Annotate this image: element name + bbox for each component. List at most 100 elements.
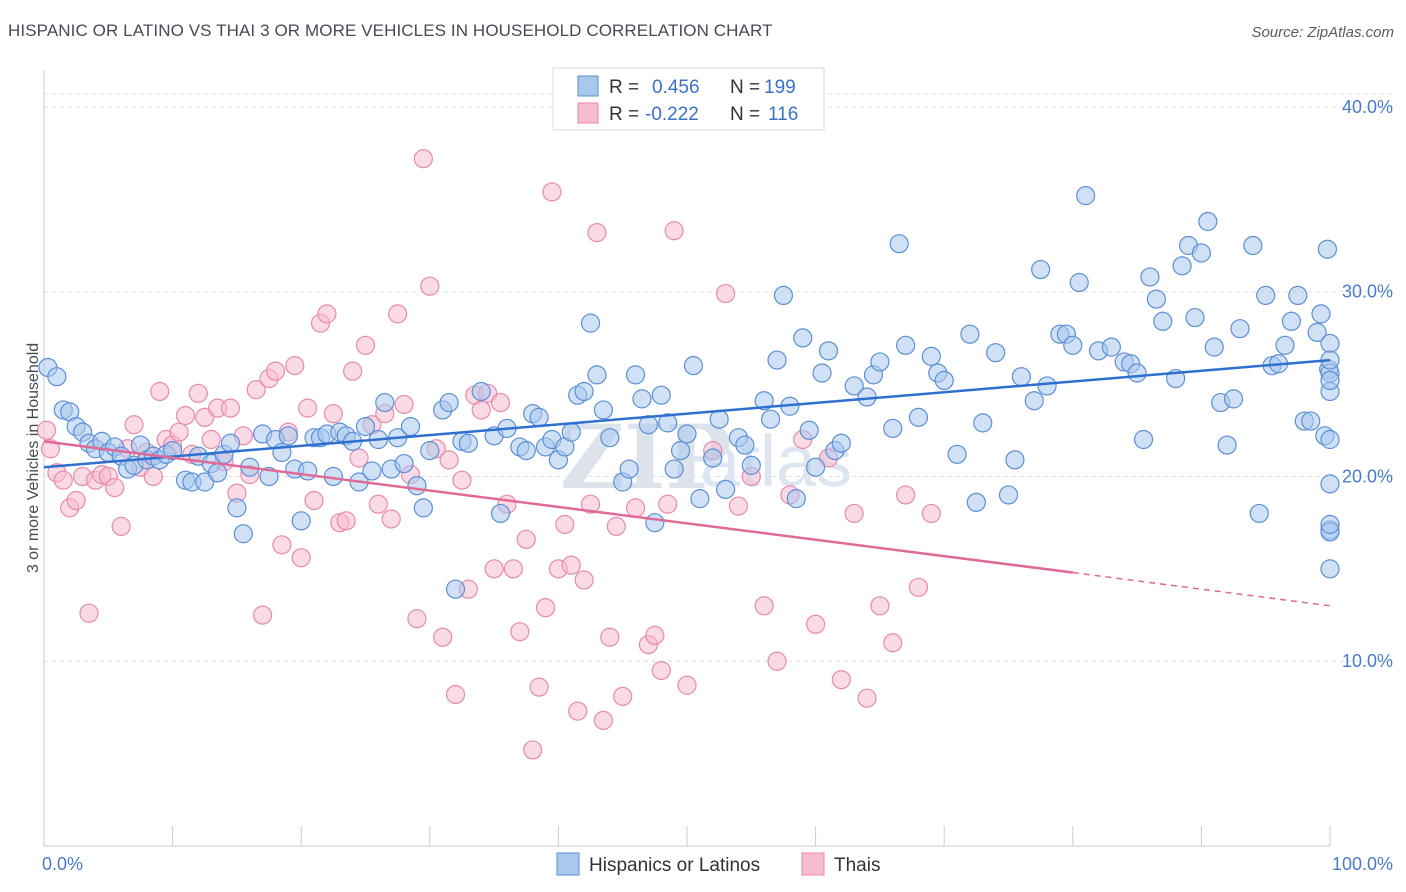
y-tick-labels: 10.0% 20.0% 30.0% 40.0% xyxy=(1342,97,1393,671)
thais-point-90 xyxy=(613,686,633,706)
thais-point-29 xyxy=(220,398,241,418)
thais-point-65 xyxy=(452,470,472,490)
hispanics-point-87 xyxy=(645,513,665,533)
hispanics-point-162 xyxy=(1249,503,1269,524)
hispanics-point-129 xyxy=(986,343,1006,363)
thais-point-55 xyxy=(388,304,408,324)
thais-point-108 xyxy=(831,670,851,690)
hispanics-point-85 xyxy=(632,389,652,409)
thais-point-40 xyxy=(291,548,311,568)
thais-point-36 xyxy=(265,361,286,381)
hispanics-point-90 xyxy=(664,459,684,479)
hispanics-point-172 xyxy=(1311,304,1331,324)
thais-point-44 xyxy=(317,304,337,324)
thais-point-5 xyxy=(66,490,86,511)
thais-point-33 xyxy=(246,380,266,400)
hispanics-point-124 xyxy=(934,370,954,390)
hispanics-point-75 xyxy=(561,422,581,442)
thais-point-41 xyxy=(298,398,318,418)
hispanics-point-78 xyxy=(580,313,601,333)
thais-point-11 xyxy=(105,477,125,498)
chart-title: HISPANIC OR LATINO VS THAI 3 OR MORE VEH… xyxy=(8,21,773,40)
trend-line-hispanics xyxy=(43,358,1331,469)
hispanics-point-89 xyxy=(658,413,678,433)
hispanics-point-154 xyxy=(1191,243,1212,263)
hispanics-point-140 xyxy=(1076,186,1096,206)
hispanics-point-131 xyxy=(1005,450,1025,470)
hispanics-point-88 xyxy=(651,385,671,405)
thais-point-21 xyxy=(169,422,189,442)
y-axis-label: 3 or more Vehicles in Household xyxy=(25,343,42,573)
thais-point-81 xyxy=(555,514,575,535)
hispanics-point-132 xyxy=(1011,367,1031,387)
y-tick-label-30: 30.0% xyxy=(1342,282,1393,302)
hispanics-point-184 xyxy=(1320,559,1340,579)
thais-point-42 xyxy=(304,490,324,511)
hispanics-point-48 xyxy=(362,461,382,481)
thais-point-18 xyxy=(150,381,170,402)
thais-point-75 xyxy=(516,529,536,549)
legend-r-label-pink: R = xyxy=(609,104,639,125)
hispanics-point-174 xyxy=(1317,239,1338,259)
y-tick-label-40: 40.0% xyxy=(1342,97,1393,117)
thais-point-62 xyxy=(433,627,453,647)
thais-point-89 xyxy=(606,516,626,536)
thais-point-84 xyxy=(574,570,594,590)
thais-point-24 xyxy=(188,383,208,403)
hispanics-point-54 xyxy=(400,416,421,437)
hispanics-point-159 xyxy=(1223,389,1244,409)
thais-point-73 xyxy=(503,559,523,579)
thais-point-96 xyxy=(664,221,684,241)
thais-point-79 xyxy=(542,182,562,202)
hispanics-point-117 xyxy=(870,352,890,372)
hispanics-point-38 xyxy=(298,461,318,481)
thais-point-14 xyxy=(124,415,144,435)
series-hispanics-points xyxy=(38,186,1340,599)
thais-point-39 xyxy=(285,356,305,376)
hispanics-point-170 xyxy=(1301,411,1321,431)
hispanics-point-102 xyxy=(760,409,781,429)
bottom-legend: Hispanics or Latinos Thais xyxy=(556,852,880,876)
trend-line-thais-extension xyxy=(1072,571,1331,607)
thais-point-22 xyxy=(175,405,196,426)
hispanics-point-70 xyxy=(529,407,549,427)
hispanics-point-114 xyxy=(844,376,864,396)
hispanics-point-156 xyxy=(1204,337,1224,357)
hispanics-point-57 xyxy=(420,441,440,461)
hispanics-point-29 xyxy=(233,524,253,544)
hispanics-point-160 xyxy=(1230,319,1250,339)
thais-point-112 xyxy=(883,633,903,653)
legend-swatch-blue xyxy=(577,75,599,97)
thais-point-87 xyxy=(593,710,614,730)
hispanics-point-130 xyxy=(998,485,1019,505)
thais-point-70 xyxy=(484,559,504,579)
hispanics-point-50 xyxy=(375,392,395,413)
thais-point-50 xyxy=(355,335,376,355)
hispanics-point-92 xyxy=(677,424,697,444)
hispanics-point-120 xyxy=(896,335,916,355)
hispanics-point-47 xyxy=(355,416,376,437)
thais-point-109 xyxy=(844,503,864,524)
trend-lines xyxy=(43,358,1331,607)
legend-r-value-pink: -0.222 xyxy=(645,104,699,125)
thais-point-102 xyxy=(754,596,774,616)
thais-point-74 xyxy=(510,622,530,642)
hispanics-point-149 xyxy=(1153,311,1173,331)
hispanics-point-93 xyxy=(683,356,704,376)
thais-point-64 xyxy=(445,684,466,705)
thais-point-91 xyxy=(625,498,646,518)
thais-point-88 xyxy=(600,627,620,647)
thais-point-78 xyxy=(535,598,556,618)
hispanics-point-167 xyxy=(1281,311,1302,331)
x-tick-label-right: 100.0% xyxy=(1332,854,1393,874)
hispanics-point-25 xyxy=(208,463,228,483)
hispanics-point-127 xyxy=(966,492,986,512)
hispanics-point-62 xyxy=(458,433,478,453)
hispanics-point-176 xyxy=(1320,333,1340,354)
hispanics-point-80 xyxy=(593,400,614,420)
thais-point-17 xyxy=(143,466,163,487)
thais-point-48 xyxy=(343,361,363,381)
trend-line-thais xyxy=(43,440,1073,574)
thais-point-97 xyxy=(677,675,697,695)
